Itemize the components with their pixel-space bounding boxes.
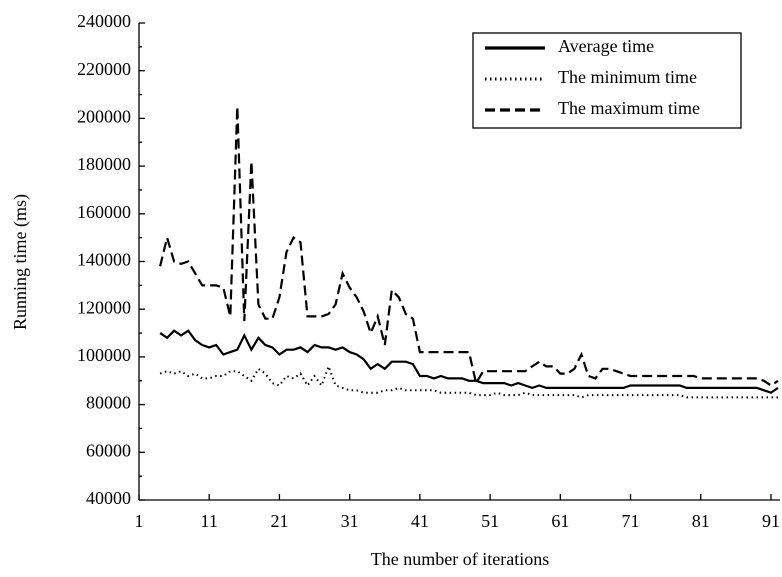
x-tick-label: 21 [270, 511, 288, 531]
x-tick-label: 1 [135, 511, 144, 531]
y-tick-label: 60000 [86, 440, 131, 460]
y-tick-label: 200000 [77, 107, 131, 127]
y-tick-label: 240000 [77, 11, 131, 31]
y-tick-label: 120000 [77, 297, 131, 317]
x-tick-label: 41 [411, 511, 429, 531]
x-tick-label: 71 [622, 511, 640, 531]
legend-label: The maximum time [558, 98, 700, 118]
y-tick-label: 160000 [77, 202, 131, 222]
legend-label: Average time [558, 36, 654, 56]
y-axis-title: Running time (ms) [10, 194, 31, 330]
x-tick-label: 31 [341, 511, 359, 531]
x-tick-label: 81 [692, 511, 710, 531]
y-tick-label: 180000 [77, 154, 131, 174]
legend-label: The minimum time [558, 67, 697, 87]
x-tick-label: 61 [551, 511, 569, 531]
x-tick-label: 11 [201, 511, 218, 531]
series-line [159, 329, 779, 394]
series-line [159, 106, 779, 387]
y-tick-label: 80000 [86, 393, 131, 413]
y-tick-label: 220000 [77, 59, 131, 79]
y-tick-label: 40000 [86, 488, 131, 508]
y-tick-label: 140000 [77, 250, 131, 270]
x-axis-title: The number of iterations [371, 549, 549, 569]
x-tick-label: 91 [762, 511, 780, 531]
y-tick-label: 100000 [77, 345, 131, 365]
x-tick-label: 51 [481, 511, 499, 531]
series-line [159, 363, 778, 399]
